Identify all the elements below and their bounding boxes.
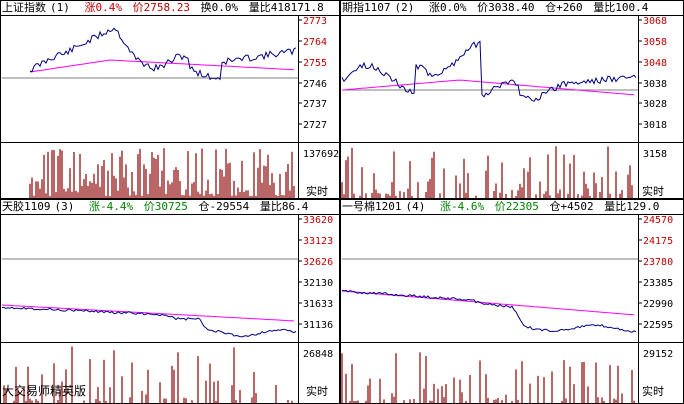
- panel-1-turnover: 换0.0%: [200, 1, 239, 14]
- price-tick-label: 3048: [643, 58, 667, 69]
- panel-2-chart: 3068 3058 3048 3038 3028 3018 3158: [340, 0, 684, 199]
- average-price-line: [29, 59, 295, 73]
- price-tick-label: 3068: [643, 16, 667, 27]
- price-tick-label: 3028: [643, 99, 667, 110]
- price-tick-label: 2773: [303, 16, 327, 27]
- price-tick-label: 32626: [303, 257, 333, 268]
- panel-1-change: 涨0.4%: [84, 1, 123, 14]
- price-tick-label: 2727: [303, 120, 327, 131]
- chart-panel-1[interactable]: 上证指数 (1) 涨0.4% 价2758.23 换0.0% 量比418171.8 …: [0, 0, 340, 199]
- panel-border: [340, 0, 684, 199]
- panel-2-realtime-label[interactable]: 实时: [642, 185, 664, 198]
- panel-4-header: 一号棉1201 (4) 涨-4.6% 价22305 仓+4502 量比129.0: [342, 199, 663, 214]
- price-line: [1, 306, 297, 338]
- panel-2-header: 期指1107 (2) 涨0.0% 价3038.40 仓+260 量比100.4: [342, 0, 652, 15]
- volume-max-label: 3158: [643, 149, 667, 160]
- price-tick-label: 3018: [643, 120, 667, 131]
- price-tick-label: 32130: [303, 278, 333, 289]
- panel-border: [0, 0, 340, 199]
- price-tick-label: 23385: [643, 278, 673, 289]
- panel-1-price: 价2758.23: [132, 1, 190, 14]
- panel-4-realtime-label[interactable]: 实时: [642, 385, 664, 398]
- price-tick-label: 22990: [643, 299, 673, 310]
- volume-max-label: 29152: [643, 349, 673, 360]
- price-tick-label: 2764: [303, 37, 327, 48]
- panel-2-volume-ratio: 量比100.4: [593, 1, 649, 14]
- average-price-line: [341, 79, 635, 96]
- panel-3-change: 涨-4.4%: [89, 200, 134, 213]
- price-tick-label: 24175: [643, 236, 673, 247]
- software-watermark: 大交易师精英版: [2, 384, 87, 398]
- panel-4-title: 一号棉1201 (4): [342, 200, 426, 213]
- panel-3-chart: 33620 33123 32626 32130 31633 31136 26848: [0, 199, 340, 404]
- panel-3-open-interest: 仓-29554: [198, 200, 250, 213]
- price-line: [341, 40, 637, 102]
- chart-panel-2[interactable]: 期指1107 (2) 涨0.0% 价3038.40 仓+260 量比100.4 3…: [340, 0, 684, 199]
- panel-4-price: 价22305: [494, 200, 539, 213]
- panel-1-title: 上证指数 (1): [2, 1, 70, 14]
- price-tick-label: 33123: [303, 236, 333, 247]
- panel-3-realtime-label[interactable]: 实时: [306, 385, 328, 398]
- price-tick-label: 24570: [643, 215, 673, 226]
- panel-2-title: 期指1107 (2): [342, 1, 415, 14]
- panel-3-title: 天胶1109 (3): [2, 200, 75, 213]
- panel-2-change: 涨0.0%: [429, 1, 467, 14]
- panel-1-volume-ratio: 量比418171.8: [248, 1, 324, 14]
- panel-3-volume-ratio: 量比86.4: [259, 200, 309, 213]
- panel-2-open-interest: 仓+260: [545, 1, 583, 14]
- volume-max-label: 26848: [303, 349, 333, 360]
- panel-2-price: 价3038.40: [477, 1, 535, 14]
- price-line: [29, 27, 297, 81]
- price-tick-label: 3058: [643, 37, 667, 48]
- chart-panel-4[interactable]: 一号棉1201 (4) 涨-4.6% 价22305 仓+4502 量比129.0 …: [340, 199, 684, 404]
- average-price-line: [341, 290, 635, 316]
- panel-1-realtime-label[interactable]: 实时: [306, 185, 328, 198]
- chart-panel-3[interactable]: 天胶1109 (3) 涨-4.4% 价30725 仓-29554 量比86.4 3…: [0, 199, 340, 404]
- panel-3-header: 天胶1109 (3) 涨-4.4% 价30725 仓-29554 量比86.4: [2, 199, 312, 214]
- panel-4-chart: 24570 24175 23780 23385 22990 22595 29152: [340, 199, 684, 404]
- panel-4-change: 涨-4.6%: [440, 200, 485, 213]
- price-tick-label: 33620: [303, 215, 333, 226]
- panel-4-open-interest: 仓+4502: [549, 200, 594, 213]
- panel-1-header: 上证指数 (1) 涨0.4% 价2758.23 换0.0% 量比418171.8: [2, 0, 328, 15]
- price-tick-label: 22595: [643, 320, 673, 331]
- price-tick-label: 23780: [643, 257, 673, 268]
- price-tick-label: 2737: [303, 99, 327, 110]
- price-tick-label: 2755: [303, 58, 327, 69]
- price-tick-label: 3038: [643, 79, 667, 90]
- panel-3-price: 价30725: [143, 200, 188, 213]
- price-line: [341, 289, 637, 333]
- price-tick-label: 31136: [303, 320, 333, 331]
- panel-border: [0, 199, 340, 404]
- panel-4-volume-ratio: 量比129.0: [604, 200, 660, 213]
- panel-1-chart: 2773 2764 2755 2746 2737 2727 137692: [0, 0, 340, 199]
- price-tick-label: 31633: [303, 299, 333, 310]
- volume-max-label: 137692: [303, 149, 339, 160]
- price-tick-label: 2746: [303, 79, 327, 90]
